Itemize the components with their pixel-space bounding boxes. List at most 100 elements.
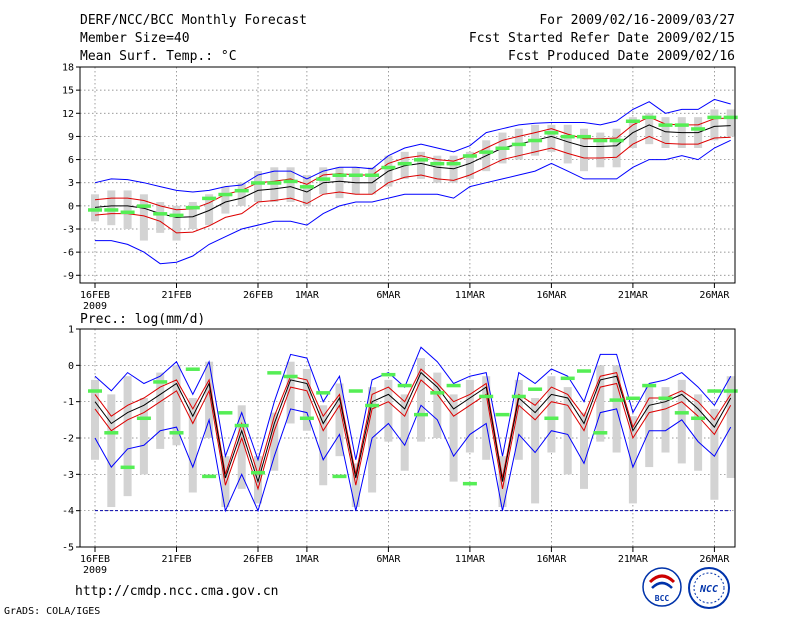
observed-marker [511,394,526,399]
spread-box [270,412,279,471]
observed-marker [528,387,543,391]
precip-label: Prec.: log(mm/d) [80,312,205,327]
observed-marker [479,150,494,154]
spread-box [123,190,132,229]
ensemble-mean-line [94,371,732,484]
grads-credit: GrADS: COLA/IGES [4,606,100,617]
spread-box [726,109,735,137]
spread-box [286,361,295,424]
spread-box [547,124,556,152]
observed-marker [185,205,200,210]
x-tick-label: 1MAR [295,554,320,565]
y-tick-label: -3 [62,470,74,481]
spread-box [368,167,377,195]
observed-marker [593,138,608,143]
y-tick-label: -1 [62,397,74,408]
observed-marker [120,465,135,470]
observed-marker [283,374,298,379]
observed-marker [414,158,428,162]
spread-box [302,175,311,206]
x-tick-label: 16MAR [536,554,567,565]
bcc-logo: BCC [642,567,682,607]
observed-marker [462,481,477,486]
x-tick-label: 6MAR [376,290,401,301]
spread-box [107,190,116,226]
spread-box [139,194,148,241]
spread-box [531,398,540,504]
spread-box [677,379,686,464]
spread-box [351,167,360,195]
y-tick-label: -2 [62,434,74,445]
observed-marker [202,196,217,201]
observed-marker [446,161,461,166]
observed-marker [511,142,526,147]
observed-marker [332,474,347,479]
observed-marker [365,173,380,177]
observed-marker [136,204,151,208]
spread-box [628,416,637,504]
spread-box [661,117,670,148]
observed-marker [462,154,477,158]
spread-box [237,182,246,206]
observed-marker [642,383,657,388]
y-tick-label: 0 [68,201,74,212]
y-tick-label: -4 [62,506,74,517]
observed-marker [251,471,265,475]
spread-box [172,365,181,446]
spread-box [612,128,621,168]
y-tick-label: -9 [62,271,74,282]
spread-box [91,379,99,460]
observed-marker [348,173,363,177]
observed-marker [381,372,396,377]
observed-marker [674,411,689,415]
x-tick-label: 26MAR [699,554,730,565]
observed-marker [495,412,510,417]
observed-marker [560,134,575,139]
observed-marker [528,138,543,143]
spread-box [645,113,654,145]
observed-marker [544,131,559,135]
observed-marker [234,188,249,193]
observed-marker [658,123,673,127]
observed-marker [397,161,412,166]
temperature-panel: -9 -6 -3 0 3 6 9 12 15 18 16FEB 21FEB 26FEB 1MAR 6MAR 1… [62,63,738,312]
observed-marker [544,416,559,421]
spread-box [417,151,425,179]
spread-box [710,408,719,500]
observed-marker [495,146,510,150]
observed-marker [430,161,445,166]
observed-marker [136,416,151,421]
spread-box [254,171,262,202]
observed-marker [267,371,282,375]
observed-marker [332,173,347,177]
spread-box [221,456,230,508]
observed-marker [153,380,168,384]
chart-title: DERF/NCC/BCC Monthly Forecast [80,13,307,28]
produced-date: Fcst Produced Date 2009/02/16 [508,49,735,64]
x-tick-label: 21FEB [161,290,191,301]
spread-box [156,202,165,233]
spread-box [710,109,719,141]
spread-box [465,151,474,179]
observed-marker [299,416,314,421]
x-tick-label: 21MAR [618,290,649,301]
plot-frame [79,328,736,548]
observed-marker [218,192,233,197]
spread-box [465,379,474,453]
observed-marker [104,431,119,435]
observed-marker [479,394,494,399]
bcc-logo-text: BCC [655,594,670,603]
observed-marker [218,411,233,415]
spread-box [400,394,409,471]
envelope-max-line [94,98,731,193]
refer-date: Fcst Started Refer Date 2009/02/15 [469,31,735,46]
observed-marker [577,134,591,139]
observed-marker [625,119,640,123]
observed-marker [723,115,738,120]
spread-box [302,368,311,431]
spread-box [107,394,116,508]
observed-marker [577,369,591,373]
y-tick-label: 18 [62,63,74,74]
spread-box [596,132,605,168]
x-tick-label: 16MAR [536,290,567,301]
